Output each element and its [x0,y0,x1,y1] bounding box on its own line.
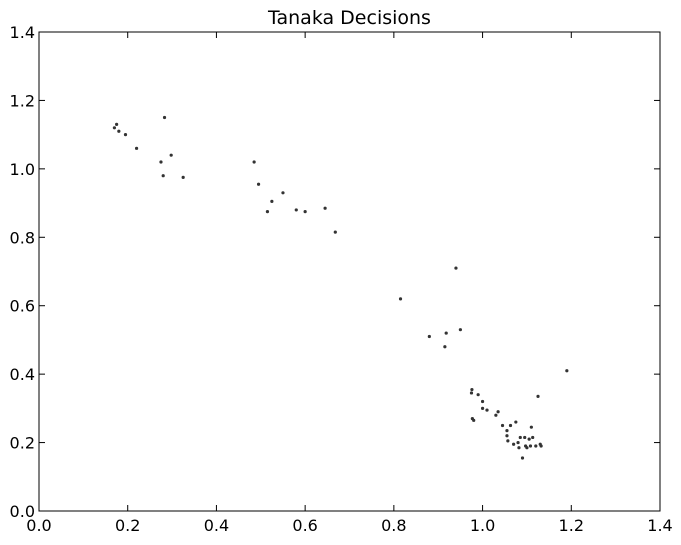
data-point [458,328,462,332]
data-point [525,446,529,450]
data-point [500,423,505,428]
y-tick-label: 0.8 [10,228,35,247]
data-point [398,297,403,301]
data-point [443,345,447,349]
data-point [162,115,167,120]
plot-frame [38,31,661,512]
data-point [161,174,165,178]
y-tick-label: 0.6 [10,297,35,316]
data-point [536,394,540,398]
data-point [181,175,185,180]
y-tick-label: 1.4 [10,23,35,42]
data-point [476,393,480,397]
data-point [485,408,489,412]
data-point [517,446,521,450]
x-tick-label: 1.4 [647,516,672,535]
data-point [470,387,474,392]
data-point [531,435,535,440]
data-point [112,126,117,130]
data-point [506,439,510,443]
y-tick-label: 1.0 [10,160,35,179]
data-point [528,444,533,448]
x-tick-label: 0.2 [115,516,140,535]
x-tick-label: 0.4 [204,516,229,535]
y-tick-label: 1.2 [10,91,35,110]
y-tick-label: 0.2 [10,434,35,453]
plot-points [112,115,569,460]
data-point [333,230,337,234]
data-point [534,444,538,448]
data-point [256,182,261,186]
data-point [117,129,121,133]
axes: 0.0 0.2 0.4 0.6 0.8 1.0 1.2 1.4 0.0 0.2 0.4 0.6 0.8 1… [10,23,673,535]
data-point [444,331,448,335]
data-point [520,456,525,460]
data-point [539,444,543,448]
data-point [518,435,522,440]
data-point [480,406,485,410]
data-point [527,437,531,441]
data-point [323,206,327,210]
data-point [516,440,520,445]
data-point [281,191,285,195]
data-point [159,160,163,164]
data-point [514,420,518,424]
x-tick-label: 1.2 [559,516,584,535]
x-tick-label: 0.0 [26,516,51,535]
data-point [265,210,270,214]
data-point [529,425,533,429]
data-point [169,153,173,157]
y-tick-label: 0.4 [10,365,35,384]
data-point [480,399,485,404]
data-point [505,434,509,438]
data-point [303,210,307,214]
y-tick-label: 0.0 [10,502,35,521]
data-point [134,146,139,150]
data-point [454,266,458,270]
data-point [115,122,119,126]
data-point [565,369,569,373]
data-point [472,418,476,422]
data-point [123,133,128,137]
data-point [294,208,298,212]
x-tick-label: 1.0 [470,516,495,535]
data-point [494,413,498,417]
data-point [512,442,516,446]
data-point [496,410,500,414]
data-point [508,423,513,428]
data-point [523,435,527,440]
x-tick-label: 0.8 [381,516,406,535]
data-point [427,334,431,339]
data-point [270,199,274,203]
data-point [505,428,509,433]
x-tick-label: 0.6 [292,516,317,535]
chart-title: Tanaka Decisions [267,7,431,29]
data-point [469,391,474,395]
data-point [252,160,256,164]
